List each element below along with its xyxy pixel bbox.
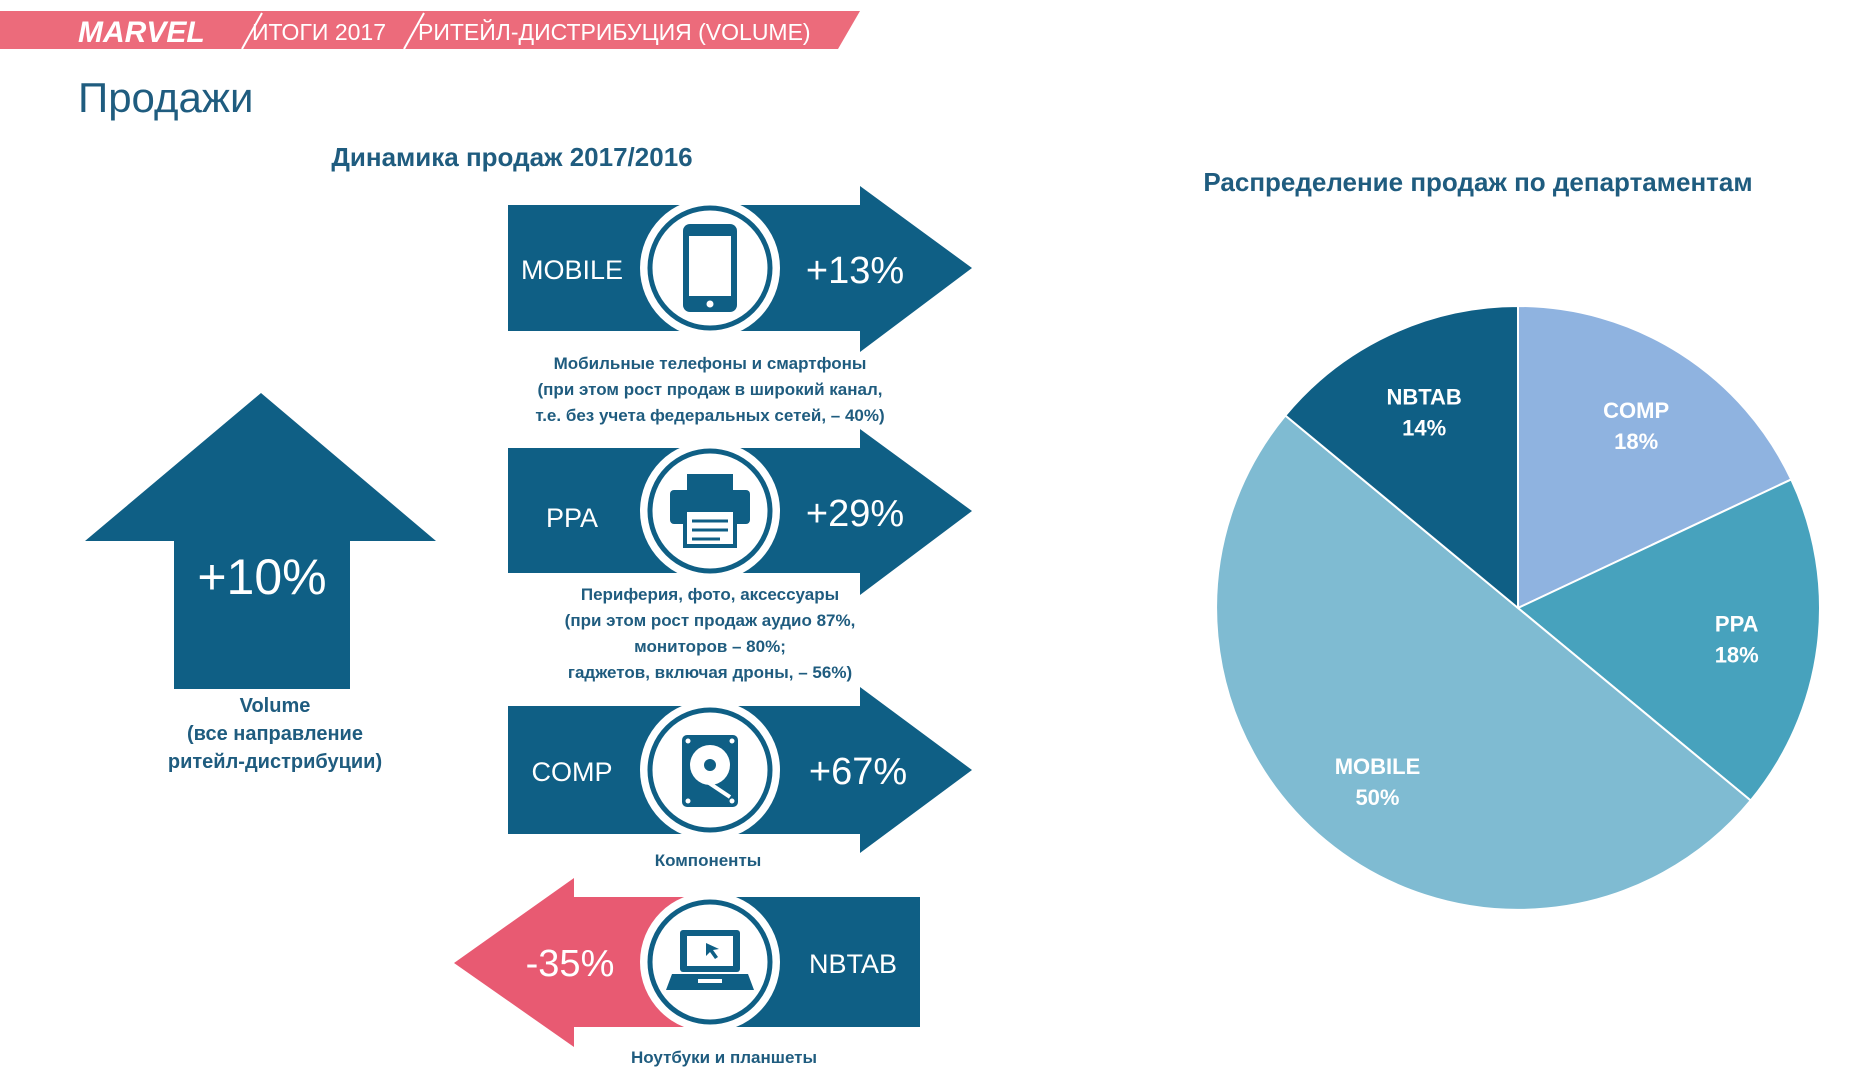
pie-label-mobile: MOBILE (1335, 754, 1421, 779)
pie-slice-comp (1517, 304, 1793, 610)
pie-value-mobile: 50% (1355, 785, 1399, 810)
pie-slice-mobile (1216, 415, 1751, 909)
pie-slice-ppa (1516, 478, 1821, 802)
nbtab-caption: Ноутбуки и планшеты (631, 1048, 817, 1067)
mobile-name: MOBILE (521, 255, 623, 285)
pie-value-ppa: 18% (1715, 643, 1759, 668)
right-section-title: Распределение продаж по департаментам (1203, 167, 1752, 197)
pie-label-ppa: PPA (1715, 612, 1759, 637)
hard-drive-icon (682, 735, 738, 807)
sales-pie-chart: COMP 18% PPA 18% MOBILE 50% NBTAB 14% (1216, 304, 1821, 910)
ppa-change: +29% (806, 493, 904, 535)
left-section-title: Динамика продаж 2017/2016 (331, 142, 692, 172)
ppa-caption: (при этом рост продаж аудио 87%, (565, 611, 856, 630)
ppa-caption: Периферия, фото, аксессуары (581, 585, 839, 604)
comp-name: COMP (532, 757, 613, 787)
mobile-caption: (при этом рост продаж в широкий канал, (538, 380, 883, 399)
volume-caption: (все направление (187, 723, 363, 745)
page-title: Продажи (78, 74, 253, 121)
department-row-comp: COMP +67% Компоненты (508, 687, 972, 870)
header-band (0, 11, 860, 49)
department-row-ppa: PPA +29% Периферия, фото, аксессуары (пр… (508, 429, 972, 682)
mobile-caption: Мобильные телефоны и смартфоны (554, 354, 867, 373)
pie-value-comp: 18% (1614, 429, 1658, 454)
comp-caption: Компоненты (655, 851, 762, 870)
breadcrumb-year: ИТОГИ 2017 (252, 19, 386, 45)
header-bar: MARVEL ИТОГИ 2017 РИТЕЙЛ-ДИСТРИБУЦИЯ (VO… (0, 11, 860, 50)
volume-value: +10% (197, 549, 326, 605)
volume-caption: Volume (240, 695, 311, 717)
department-row-mobile: MOBILE +13% Мобильные телефоны и смартфо… (508, 186, 972, 425)
ppa-name: PPA (546, 503, 598, 533)
ppa-caption: мониторов – 80%; (634, 637, 786, 656)
mobile-caption: т.е. без учета федеральных сетей, – 40%) (535, 406, 884, 425)
header-separator (403, 12, 425, 50)
comp-change: +67% (809, 751, 907, 793)
nbtab-icon-circle (647, 899, 773, 1025)
pie-label-nbtab: NBTAB (1386, 385, 1461, 410)
nbtab-arrow-negative (454, 878, 720, 1047)
smartphone-icon (683, 224, 737, 312)
ppa-caption: гаджетов, включая дроны, – 56%) (568, 663, 852, 682)
volume-arrow-shape (85, 393, 436, 689)
mobile-change: +13% (806, 250, 904, 292)
volume-caption: ритейл-дистрибуции) (168, 751, 382, 773)
comp-icon-circle (647, 707, 773, 833)
nbtab-name: NBTAB (809, 949, 897, 979)
brand-logo: MARVEL (78, 16, 205, 49)
pie-slice-nbtab (1283, 304, 1519, 611)
pie-label-comp: COMP (1603, 398, 1669, 423)
printer-icon (670, 474, 750, 548)
breadcrumb-section: РИТЕЙЛ-ДИСТРИБУЦИЯ (VOLUME) (418, 18, 811, 45)
header-separator (241, 12, 263, 50)
department-row-nbtab: -35% NBTAB Ноутбуки и планшеты (454, 878, 920, 1067)
pie-value-nbtab: 14% (1402, 416, 1446, 441)
laptop-icon (666, 930, 754, 990)
ppa-icon-circle (647, 448, 773, 574)
mobile-icon-circle (647, 205, 773, 331)
volume-arrow: +10% Volume (все направление ритейл-дист… (85, 393, 436, 773)
nbtab-change: -35% (526, 943, 615, 985)
